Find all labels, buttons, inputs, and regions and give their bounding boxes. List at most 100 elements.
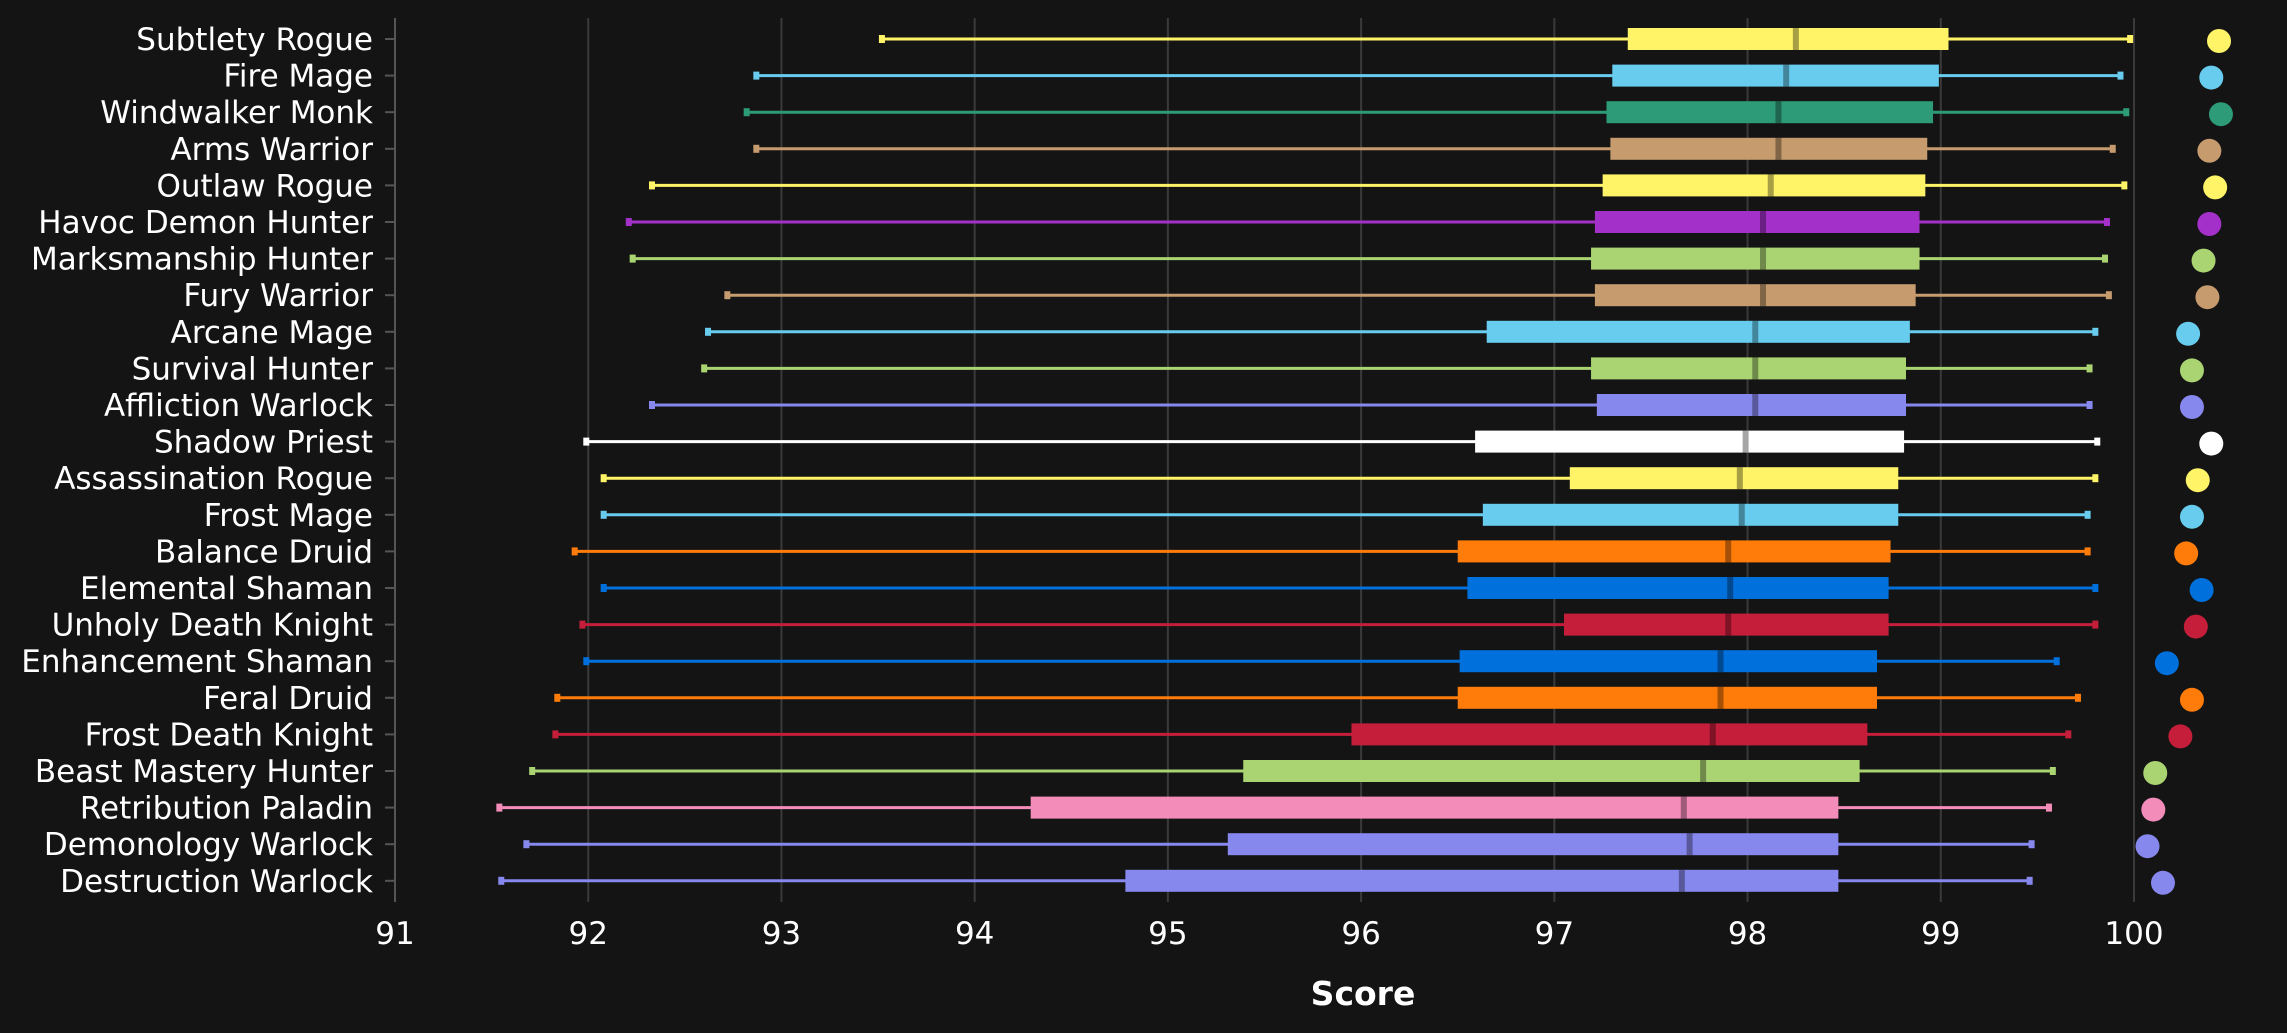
max-score-dot [2179,395,2204,419]
series-row [878,28,2232,53]
max-score-dot [2183,614,2208,639]
whisker-min-cap [629,254,636,263]
x-tick-label: 98 [1728,916,1767,952]
whisker-max-cap [2026,876,2033,885]
series-row [529,760,2168,785]
series-row [552,723,2193,749]
median-marker [1742,430,1749,453]
median-marker [1752,357,1759,380]
max-score-dot [2141,797,2166,822]
series-row [724,284,2220,310]
median-marker [1736,467,1743,490]
spec-label: Fire Mage [223,59,373,95]
series-row [648,174,2228,200]
series-row [701,357,2204,383]
whisker-min-cap [496,803,503,812]
median-marker [1678,869,1685,892]
max-score-dot [2185,468,2210,493]
box [1610,137,1928,160]
spec-label: Arcane Mage [171,315,373,351]
x-tick-label: 99 [1921,916,1960,952]
spec-label: Outlaw Rogue [156,168,373,204]
spec-label: Fury Warrior [183,278,373,314]
median-marker [1775,101,1782,124]
max-score-dot [2197,138,2222,163]
whisker-max-cap [2094,437,2101,446]
max-score-dot [2179,687,2204,712]
whisker-min-cap [600,510,607,519]
max-score-dot [2179,504,2204,529]
whisker-min-cap [571,547,578,556]
whisker-min-cap [583,657,590,666]
box [1030,796,1839,819]
whisker-max-cap [2065,730,2072,739]
series-row [625,211,2222,236]
whisker-max-cap [2074,693,2081,702]
whisker-max-cap [2092,474,2099,483]
x-tick-label: 95 [1148,916,1187,952]
spec-label: Balance Druid [155,534,373,570]
spec-label: Subtlety Rogue [136,22,373,58]
box [1243,760,1860,782]
spec-label: Feral Druid [203,681,373,717]
box [1591,247,1920,270]
median-marker [1700,760,1707,782]
series-row [753,64,2224,90]
median-marker [1680,796,1687,819]
box [1596,394,1906,416]
whisker-min-cap [600,474,607,483]
box [1467,577,1889,599]
whisker-min-cap [724,291,731,300]
box [1457,686,1878,709]
max-score-dot [2176,321,2201,346]
box [1459,650,1878,673]
series-row [583,650,2179,676]
median-marker [1725,540,1732,563]
series-row [600,577,2214,602]
grid-lines [587,18,2135,902]
whisker-min-cap [878,35,885,43]
box [1602,174,1926,197]
series-row [554,686,2204,712]
median-marker [1752,320,1759,343]
whisker-min-cap [579,620,586,629]
median-marker [1738,503,1745,526]
box [1612,64,1939,87]
whisker-min-cap [554,693,561,702]
box [1482,503,1899,526]
series-row [579,613,2208,639]
x-tick-label: 93 [762,916,801,952]
box [1569,467,1899,490]
whisker-max-cap [2109,144,2116,153]
whisker-max-cap [2084,510,2091,519]
spec-label: Havoc Demon Hunter [38,205,373,241]
max-score-dot [2135,834,2160,859]
max-score-dot [2208,102,2233,127]
whisker-max-cap [2127,35,2134,43]
whisker-max-cap [2092,584,2099,592]
spec-label: Marksmanship Hunter [31,242,373,278]
whisker-max-cap [2028,840,2035,849]
whisker-max-cap [2105,291,2112,300]
whisker-min-cap [600,584,607,592]
x-axis-title: Score [1311,974,1416,1013]
whisker-max-cap [2121,181,2128,190]
box [1594,211,1920,233]
max-score-dot [2143,761,2168,785]
whisker-min-cap [552,730,559,739]
spec-label: Affliction Warlock [104,388,373,424]
whisker-min-cap [648,181,655,190]
whisker-min-cap [701,364,708,373]
series-row [743,101,2233,127]
series-row [753,137,2222,163]
median-marker [1775,137,1782,160]
whisker-max-cap [2102,254,2109,263]
spec-label: Shadow Priest [154,425,373,461]
whisker-min-cap [753,144,760,153]
x-tick-label: 92 [568,916,607,952]
whisker-max-cap [2049,767,2056,775]
spec-label: Destruction Warlock [60,864,373,900]
box [1351,723,1868,746]
median-marker [1709,723,1716,746]
box [1125,869,1839,892]
